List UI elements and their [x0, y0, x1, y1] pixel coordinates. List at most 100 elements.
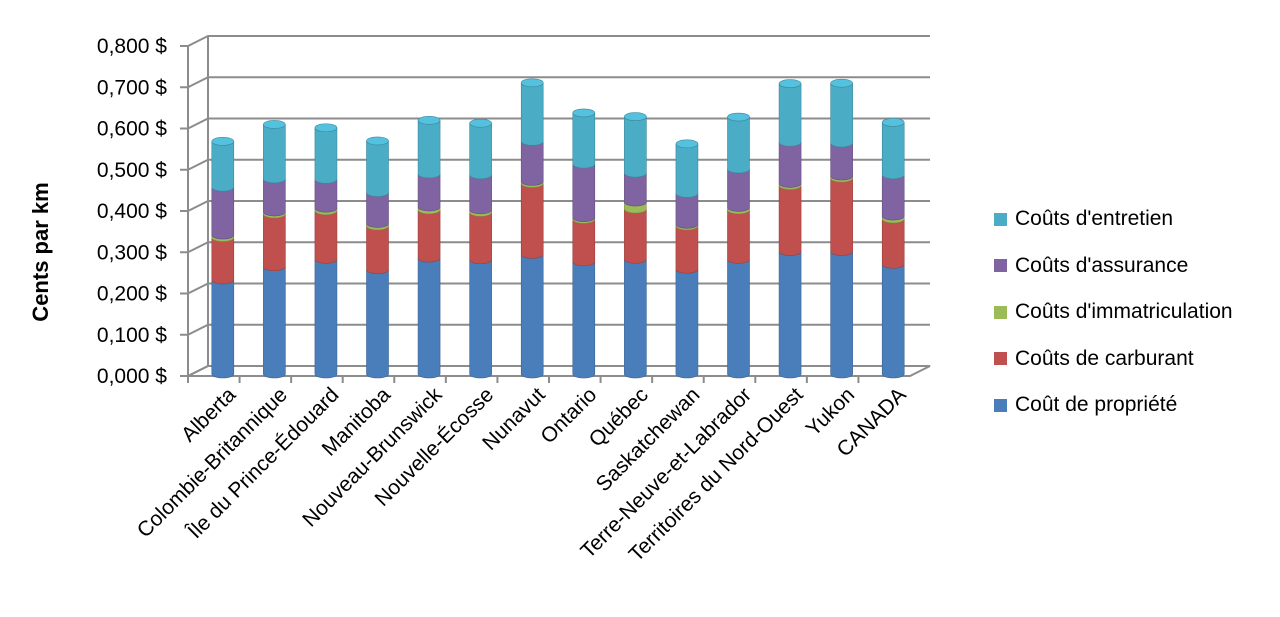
bar-segment — [469, 123, 492, 180]
gridline — [187, 282, 930, 295]
bar-segment — [366, 140, 389, 197]
bar-segment — [675, 193, 699, 229]
y-tick-label: 0,000 $ — [97, 365, 167, 388]
y-tick-label: 0,500 $ — [97, 159, 167, 182]
bar-segment — [881, 174, 905, 221]
bar-segment — [417, 173, 441, 212]
gridline — [187, 117, 930, 130]
gridline — [187, 76, 930, 89]
y-tick-label: 0,600 $ — [97, 118, 167, 141]
bar-segment — [417, 258, 441, 379]
bar-top-cap — [778, 79, 802, 88]
grid-lines — [180, 35, 931, 383]
y-tick-label: 0,300 $ — [97, 241, 167, 264]
bar-segment — [520, 183, 544, 259]
bar-segment — [211, 141, 235, 192]
bar-segment — [572, 261, 596, 379]
bar-segment — [572, 219, 596, 267]
bar-top-cap — [263, 120, 286, 129]
bar-top-cap — [520, 78, 544, 88]
bar-top-cap — [675, 139, 699, 149]
bar-top-cap — [366, 136, 389, 146]
legend-item: Coûts de carburant — [994, 336, 1274, 383]
legend-swatch-ownership — [994, 398, 1007, 412]
bar-segment — [263, 266, 286, 379]
gridline — [187, 365, 930, 377]
bar-segment — [469, 174, 492, 215]
stacked-bar-chart: 0,000 $ 0,100 $ 0,200 $ 0,300 $ 0,400 $ 0,500… — [28, 35, 931, 566]
y-axis-ticks: 0,000 $ 0,100 $ 0,200 $ 0,300 $ 0,400 $ 0,500… — [97, 35, 167, 388]
bar-segment — [211, 237, 235, 285]
bar-segment — [624, 259, 647, 379]
bar-top-cap — [314, 123, 338, 133]
bar-segment — [314, 259, 338, 379]
legend-item: Coûts d'assurance — [994, 243, 1274, 290]
bar-segment — [778, 251, 802, 379]
floor — [187, 365, 931, 377]
legend-item: Coûts d'entretien — [994, 196, 1274, 243]
bar-segment — [881, 218, 905, 269]
bar-segment — [314, 210, 338, 264]
bar-segment — [727, 209, 750, 264]
y-tick-label: 0,800 $ — [97, 35, 167, 58]
bar-segment — [727, 259, 750, 379]
legend-swatch-maintenance — [994, 212, 1007, 226]
gridline — [187, 35, 930, 47]
legend-item: Coût de propriété — [994, 382, 1274, 429]
legend-swatch-fuel — [994, 352, 1007, 366]
bar-segment — [366, 269, 389, 379]
legend: Coûts d'entretien Coûts d'assurance Coût… — [994, 196, 1274, 429]
bar-segment — [211, 187, 235, 240]
bar-top-cap — [417, 116, 441, 125]
bar-segment — [263, 178, 286, 217]
bar-segment — [263, 213, 286, 272]
gridline — [187, 241, 930, 254]
bar-segment — [624, 116, 647, 178]
legend-label: Coûts d'assurance — [1015, 253, 1189, 277]
legend-item: Coûts d'immatriculation — [994, 289, 1274, 336]
bar-segment — [624, 173, 647, 207]
bar-segment — [572, 112, 596, 169]
bar-top-cap — [881, 118, 905, 127]
bar-top-cap — [469, 118, 492, 128]
legend-label: Coûts de carburant — [1015, 346, 1194, 370]
bar-segment — [778, 142, 802, 188]
bar-segment — [727, 116, 750, 174]
bar-segment — [469, 212, 492, 265]
bar-segment — [520, 254, 544, 379]
gridline — [187, 200, 930, 212]
bar-segment — [417, 120, 441, 179]
y-axis-label: Cents par km — [28, 182, 53, 321]
bar-top-cap — [572, 108, 596, 118]
bar-segment — [469, 259, 492, 379]
bar-segment — [727, 168, 750, 212]
bar-segment — [211, 279, 235, 379]
bar-segment — [366, 192, 389, 228]
gridline — [187, 158, 930, 171]
legend-label: Coûts d'immatriculation — [1015, 300, 1233, 324]
y-tick-label: 0,100 $ — [97, 324, 167, 347]
bar-segment — [417, 209, 441, 263]
y-tick-label: 0,700 $ — [97, 76, 167, 99]
bar-segment — [881, 264, 905, 379]
legend-label: Coûts d'entretien — [1015, 207, 1174, 231]
legend-label: Coût de propriété — [1015, 393, 1178, 417]
bar-top-cap — [727, 112, 750, 122]
bar-segment — [366, 225, 389, 274]
bar-top-cap — [211, 137, 235, 146]
bar-segment — [520, 82, 544, 146]
bar-segment — [675, 143, 699, 198]
bar-segment — [830, 83, 853, 148]
bar-top-cap — [830, 78, 853, 88]
bar-segment — [675, 269, 699, 379]
y-tick-label: 0,400 $ — [97, 200, 167, 223]
bar-segment — [520, 141, 544, 186]
bar-segment — [675, 225, 699, 274]
bar-segment — [830, 142, 853, 181]
legend-swatch-insurance — [994, 259, 1007, 273]
bar-segment — [314, 127, 338, 184]
y-tick-label: 0,200 $ — [97, 283, 167, 306]
bar-segment — [830, 177, 853, 256]
bar-top-cap — [624, 112, 647, 121]
